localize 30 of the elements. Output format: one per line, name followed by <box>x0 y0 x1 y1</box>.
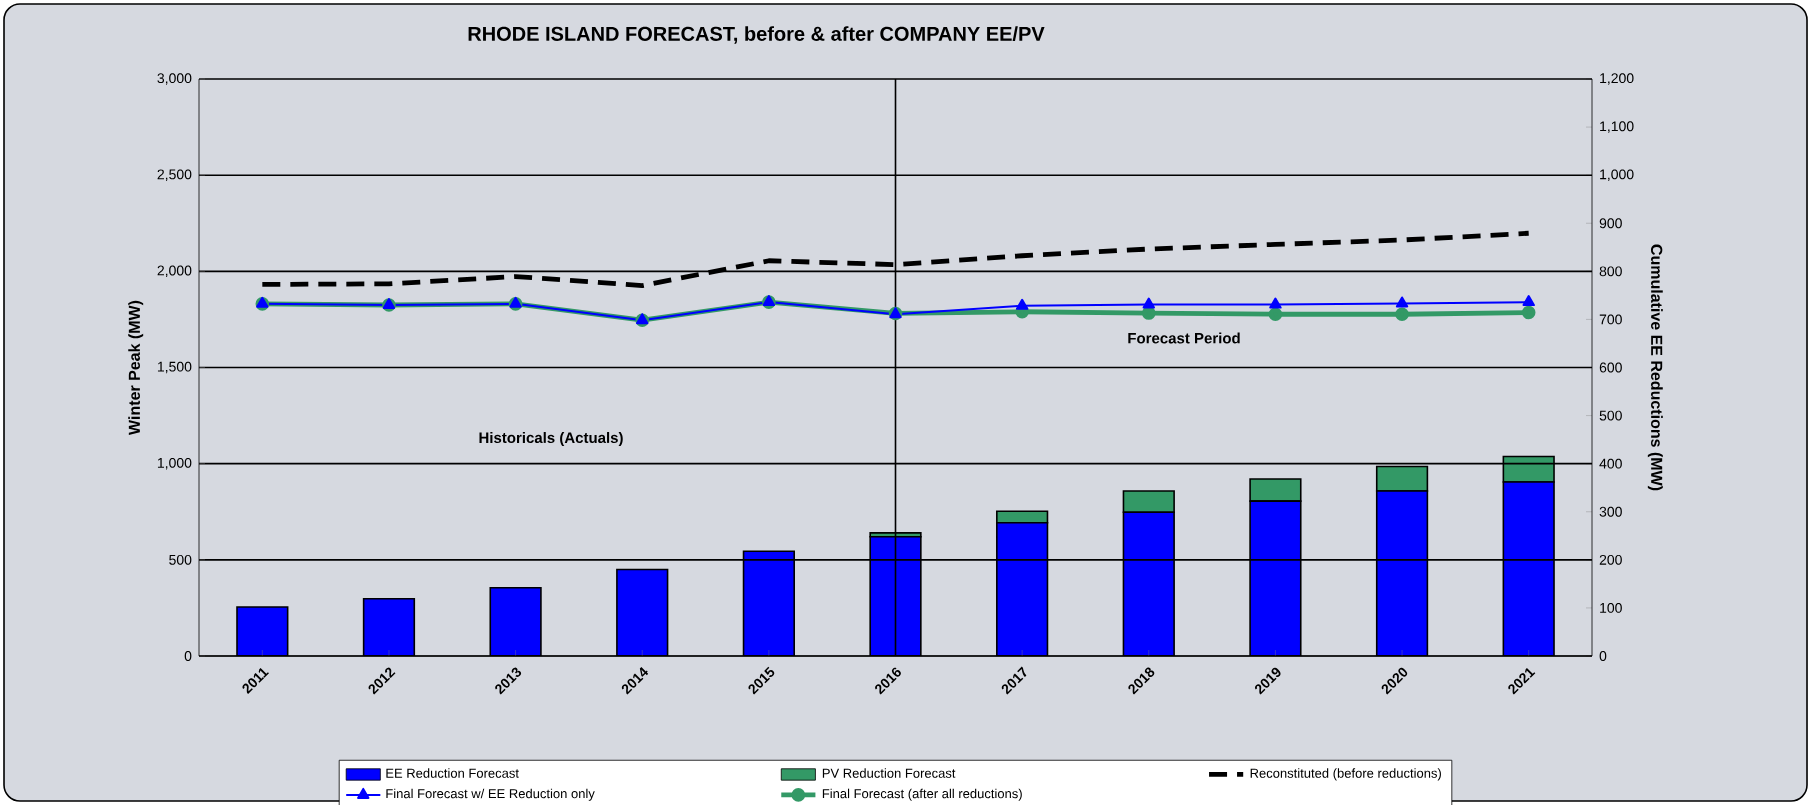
legend-label: EE Reduction Forecast <box>386 768 519 778</box>
y2-tick-label: 700 <box>1599 314 1622 325</box>
y-tick-label: 0 <box>184 651 192 661</box>
y2-tick-label: 400 <box>1599 458 1622 469</box>
y2-tick-label: 1,000 <box>1600 169 1634 181</box>
y2-tick-label: 1,100 <box>1600 121 1634 133</box>
legend-label: Final Forecast w/ EE Reduction only <box>386 788 595 801</box>
y2-tick-label: 800 <box>1599 266 1622 277</box>
legend-label: PV Reduction Forecast <box>822 768 956 778</box>
legend-label: Final Forecast (after all reductions) <box>822 788 1022 801</box>
y-axis-title: Winter Peak (MW) <box>128 300 144 435</box>
y-tick-label: 1,500 <box>157 361 192 374</box>
y2-tick-label: 600 <box>1599 362 1622 373</box>
y-tick-label: 1,000 <box>157 457 192 470</box>
y2-axis-title: Cumulative EE Reductions (MW) <box>1647 244 1663 491</box>
y-tick-label: 3,000 <box>157 73 192 85</box>
y2-tick-label: 500 <box>1599 410 1622 421</box>
y-tick-label: 2,500 <box>157 169 192 181</box>
y2-tick-label: 1,200 <box>1600 73 1634 85</box>
y2-tick-label: 0 <box>1599 651 1607 661</box>
y-tick-label: 2,000 <box>157 265 192 278</box>
y2-tick-label: 200 <box>1599 554 1622 565</box>
chart-title: RHODE ISLAND FORECAST, before & after COMPANY EE/PV <box>468 26 1045 44</box>
annotation: Historicals (Actuals) <box>479 432 623 446</box>
y2-tick-label: 100 <box>1600 602 1622 613</box>
legend-label: Reconstituted (before reductions) <box>1250 768 1441 781</box>
y-tick-label: 500 <box>169 554 192 565</box>
y2-tick-label: 900 <box>1599 218 1622 229</box>
annotation: Forecast Period <box>1128 332 1240 344</box>
y2-tick-label: 300 <box>1599 506 1622 517</box>
